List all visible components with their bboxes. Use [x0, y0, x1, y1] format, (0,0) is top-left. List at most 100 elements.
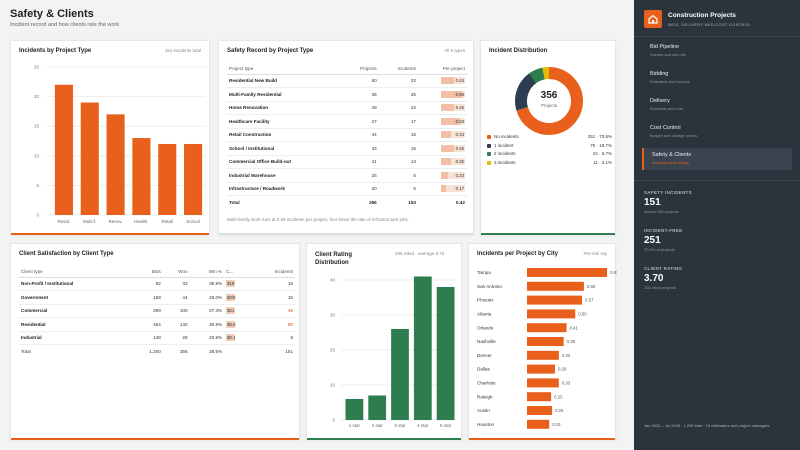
legend-value: 251 · 70.5% — [587, 134, 612, 139]
bids-cell: 92 — [131, 277, 163, 291]
kpi-sub: 70.0% of projects — [644, 247, 675, 252]
project-type-cell: Retail Construction — [227, 128, 343, 142]
per-project-fill — [441, 144, 455, 152]
per-project-cell: 0.44 — [417, 74, 467, 88]
x-tick-label: Renov. — [109, 219, 123, 224]
sidebar-item-sub: Incidents and ratings — [652, 160, 689, 165]
bar — [527, 295, 582, 305]
project-type-cell: Multi-Family Residential — [227, 87, 343, 102]
table-row: Home Renovation 49 22 0.45 — [227, 101, 467, 115]
won-cell: 33 — [162, 277, 190, 291]
category-label: Dallas — [477, 367, 490, 372]
win-rate-cell: 30.8% — [189, 317, 225, 332]
projects-cell: 50 — [342, 74, 379, 88]
incident-donut-chart — [515, 67, 583, 135]
page-header: Safety & Clients Incident record and how… — [10, 8, 119, 28]
y-tick-label: 40 — [330, 278, 336, 283]
bar — [391, 329, 409, 420]
x-tick-label: 2 star — [372, 423, 384, 428]
table-row: Industrial 138 28 20.8% $0.1 9 — [19, 331, 295, 345]
sidebar-footer: Jan 2024 – Jul 2026 · 1,250 bids · 16 es… — [644, 423, 770, 428]
brand-subtitle: BIDS, DELIVERY AND COST CONTROL — [668, 22, 751, 27]
accent-bar — [11, 233, 209, 235]
bar — [527, 378, 559, 388]
per-project-bar: 0.45 — [441, 144, 465, 152]
bar — [184, 143, 203, 215]
total-incidents: 153 — [378, 195, 418, 209]
card-meta: 151 incidents total — [164, 48, 201, 53]
incidents-cell: 50 — [250, 317, 295, 332]
per-project-cell: 0.63 — [417, 114, 467, 129]
bar — [132, 138, 151, 215]
category-label: San Antonio — [477, 284, 502, 289]
city-bar-chart: Tampa 0.83 San Antonio 0.59 Phoenix 0.57 Atlan… — [477, 268, 617, 429]
legend-label: 3 incidents — [494, 159, 516, 165]
projects-cell: 49 — [342, 101, 379, 115]
bar — [527, 281, 584, 291]
bids-cell: 454 — [131, 317, 163, 332]
per-project-bar: 0.69 — [441, 90, 465, 98]
page-title: Safety & Clients — [10, 8, 94, 20]
sidebar-item-safety-clients[interactable]: Safety & Clients Incidents and ratings — [642, 148, 792, 170]
sidebar-item-bid-pipeline[interactable]: Bid Pipeline Volume and win rate — [642, 40, 792, 62]
bar — [54, 84, 73, 215]
table-row: School / Institutional 33 15 0.45 — [227, 141, 467, 156]
category-label: Tampa — [477, 270, 491, 275]
table-row: Multi-Family Residential 36 25 0.69 — [227, 87, 467, 102]
category-label: Orlando — [477, 325, 494, 330]
incidents-by-city-card: Incidents per Project by City Per-risk c… — [468, 243, 617, 440]
per-project-fill — [441, 117, 460, 125]
total-bids: 1,250 — [131, 344, 163, 358]
per-project-fill — [441, 185, 447, 193]
donut-center: 356 Projects — [509, 61, 589, 141]
sidebar-item-delivery[interactable]: Delivery Schedule and cost — [642, 94, 792, 116]
col-header: Won — [162, 266, 190, 278]
bar — [527, 350, 559, 360]
category-label: Raleigh — [477, 394, 493, 399]
accent-bar — [469, 438, 615, 440]
total-projects: 256 — [342, 195, 379, 209]
data-label: 0.23 — [552, 422, 561, 427]
projects-cell: 36 — [342, 87, 379, 102]
col-header: Bids — [131, 266, 163, 278]
sidebar-item-bidding[interactable]: Bidding Estimates and bounds — [642, 67, 792, 89]
per-project-fill — [441, 90, 462, 98]
accent-bar — [481, 233, 615, 235]
per-project-bar: 0.45 — [441, 104, 465, 112]
client-type-cell: Government — [19, 290, 132, 305]
col-header: Win % — [189, 266, 225, 278]
table-row: Commercial Office Build-out 41 13 0.32 — [227, 155, 467, 169]
c-value: $18 — [226, 280, 236, 288]
x-tick-label: 4 star — [417, 423, 429, 428]
bar — [158, 143, 177, 215]
page-subtitle: Incident record and how clients rate the… — [10, 22, 120, 28]
data-label: 0.33 — [562, 381, 571, 386]
total-label: Total — [19, 344, 132, 358]
per-project-value: 0.44 — [455, 78, 464, 84]
col-header: Project type — [227, 63, 343, 75]
legend-swatch — [487, 152, 491, 156]
total-incidents: 151 — [250, 344, 295, 358]
category-label: Charlotte — [477, 381, 496, 386]
y-tick-label: 20 — [330, 348, 336, 353]
legend-label: 2 incidents — [494, 151, 516, 156]
y-tick-label: 0 — [36, 213, 39, 218]
card-title: Incidents per Project by City — [477, 251, 559, 257]
total-win-rate: 28.5% — [189, 344, 225, 358]
sidebar-item-cost-control[interactable]: Cost Control Budget and change orders — [642, 121, 792, 143]
project-type-cell: Healthcare Facility — [227, 114, 343, 129]
table-row: Government 168 44 26.0% $2/5 15 — [19, 290, 295, 305]
data-label: 0.25 — [554, 394, 563, 399]
bar — [527, 406, 553, 415]
client-type-cell: Commercial — [19, 304, 132, 318]
incidents-cell: 22 — [378, 101, 418, 115]
per-project-bar: 0.44 — [441, 77, 465, 85]
per-project-value: 0.17 — [455, 186, 464, 192]
col-header: Client type — [19, 266, 132, 278]
projects-cell: 26 — [342, 168, 379, 183]
per-project-cell: 0.45 — [417, 101, 467, 115]
incidents-cell: 15 — [378, 141, 418, 156]
incidents-cell: 13 — [378, 155, 418, 169]
card-meta: Per-risk city — [583, 251, 608, 256]
per-project-cell: 0.45 — [417, 141, 467, 156]
